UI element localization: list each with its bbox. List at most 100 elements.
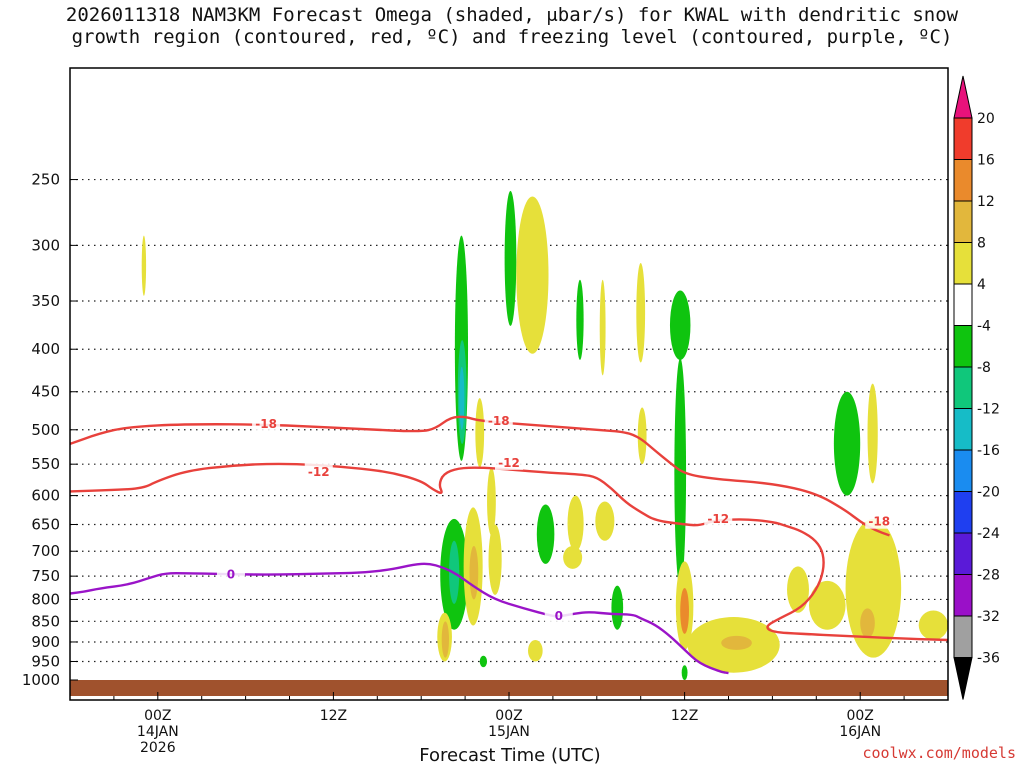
y-tick-label-800: 800	[31, 590, 60, 608]
colorbar-bin-9	[953, 491, 973, 534]
y-axis: 250 300 350 400 450 500 550 600 650 700 750 800 850 9…	[22, 171, 78, 689]
colorbar-label-9: -20	[977, 485, 1000, 501]
omega-region-29	[721, 635, 752, 650]
omega-region-4	[504, 190, 517, 326]
contour-label-bg-0-1	[544, 607, 573, 624]
contour-label-bg-minus12-1	[495, 453, 523, 470]
y-tick-label-750: 750	[31, 567, 60, 585]
ground-bar	[70, 680, 948, 696]
colorbar-label-11: -28	[977, 568, 1000, 584]
contour-label-bg-minus12-0	[304, 462, 333, 479]
colorbar-label-3: 8	[977, 236, 986, 252]
colorbar-label-10: -24	[977, 526, 1000, 542]
contour-label-0-0: 0	[227, 568, 235, 582]
colorbar-label-12: -32	[977, 609, 1000, 625]
colorbar-bin-1	[953, 159, 973, 202]
y-tick-label-950: 950	[31, 652, 60, 670]
contour-dendritic-minus18	[70, 415, 890, 537]
x-tick-label-3-0: 12Z	[671, 708, 698, 724]
chart-title-line1: 2026011318 NAM3KM Forecast Omega (shaded…	[65, 4, 959, 26]
ground	[70, 680, 948, 696]
omega-region-12	[674, 358, 687, 588]
colorbar-bin-8	[953, 449, 973, 492]
x-tick-label-0-1: 14JAN	[137, 724, 179, 740]
colorbar-bin-6	[953, 366, 973, 409]
omega-region-5	[516, 196, 549, 354]
y-tick-label-550: 550	[31, 455, 60, 473]
colorbar-bin-11	[953, 574, 973, 617]
colorbar-bin-5	[953, 325, 973, 368]
colorbar-bin-0	[953, 117, 973, 160]
colorbar-bin-4	[953, 283, 973, 326]
omega-region-36	[918, 610, 948, 640]
colorbar-label-2: 12	[977, 194, 995, 210]
colorbar: 20 16 12 8 4 -4 -8 -12 -16 -20 -24 -28 -32 -36	[953, 75, 1000, 700]
omega-region-9	[599, 279, 606, 376]
omega-region-8	[576, 279, 584, 360]
contour-label-0-1: 0	[555, 609, 563, 623]
x-tick-label-4-1: 16JAN	[839, 724, 881, 740]
contour-freezing-0	[70, 562, 729, 675]
y-tick-label-1000: 1000	[22, 671, 60, 689]
contour-dendritic-minus12	[70, 462, 948, 642]
omega-region-32	[845, 518, 902, 658]
site-credit[interactable]: coolwx.com/models	[862, 744, 1016, 762]
contour-label-bg-minus18-0	[252, 414, 281, 431]
y-tick-label-350: 350	[31, 292, 60, 310]
colorbar-bin-2	[953, 200, 973, 243]
omega-region-33	[860, 608, 875, 638]
omega-region-26	[680, 587, 689, 634]
omega-region-14	[536, 504, 555, 564]
omega-region-6	[475, 398, 485, 468]
colorbar-bottom-arrow	[953, 657, 973, 700]
omega-region-31	[808, 580, 846, 630]
omega-region-30	[787, 566, 809, 613]
colorbar-label-1: 16	[977, 153, 995, 169]
omega-region-0	[141, 235, 147, 296]
x-axis-title: Forecast Time (UTC)	[419, 745, 601, 766]
x-tick-label-0-0: 00Z	[144, 708, 171, 724]
contour-label-bg-0-0	[216, 565, 245, 582]
y-tick-label-650: 650	[31, 515, 60, 533]
contour-label-minus18-0: -18	[255, 417, 277, 431]
omega-region-13	[637, 407, 647, 465]
contour-label-minus12-2: -12	[707, 512, 729, 526]
y-tick-label-300: 300	[31, 236, 60, 254]
colorbar-label-4: 4	[977, 277, 986, 293]
x-tick-label-1-0: 12Z	[320, 708, 347, 724]
contour-label-minus12-0: -12	[308, 465, 330, 479]
x-tick-label-4-0: 00Z	[846, 708, 873, 724]
omega-region-38	[479, 655, 488, 668]
y-tick-label-850: 850	[31, 612, 60, 630]
y-tick-label-500: 500	[31, 421, 60, 439]
contour-label-minus18-1: -18	[488, 414, 510, 428]
omega-region-15	[595, 501, 615, 541]
colorbar-top-arrow	[953, 75, 973, 119]
chart-title-line2: growth region (contoured, red, ºC) and f…	[71, 26, 953, 48]
x-tick-label-2-1: 15JAN	[488, 724, 530, 740]
omega-region-35	[867, 383, 878, 484]
omega-region-16	[567, 495, 584, 552]
omega-shading	[141, 190, 948, 680]
omega-region-3	[459, 366, 465, 430]
x-tick-label-0-2: 2026	[140, 740, 176, 756]
colorbar-label-8: -16	[977, 443, 1000, 459]
omega-region-39	[563, 546, 583, 569]
x-tick-label-2-0: 00Z	[495, 708, 522, 724]
colorbar-bin-3	[953, 242, 973, 285]
y-tick-label-900: 900	[31, 633, 60, 651]
omega-region-11	[669, 290, 691, 360]
temperature-contours: -18 -18 -18 -12 -12 -12 0 0	[70, 412, 948, 675]
y-tick-label-400: 400	[31, 340, 60, 358]
omega-region-7	[487, 467, 496, 536]
omega-region-37	[528, 639, 543, 662]
omega-region-27	[681, 665, 688, 680]
contour-label-bg-minus18-2	[865, 512, 894, 529]
contour-label-bg-minus18-1	[484, 412, 513, 429]
omega-region-24	[611, 585, 624, 630]
colorbar-label-13: -36	[977, 651, 1000, 667]
y-tick-label-450: 450	[31, 383, 60, 401]
y-tick-label-600: 600	[31, 487, 60, 505]
